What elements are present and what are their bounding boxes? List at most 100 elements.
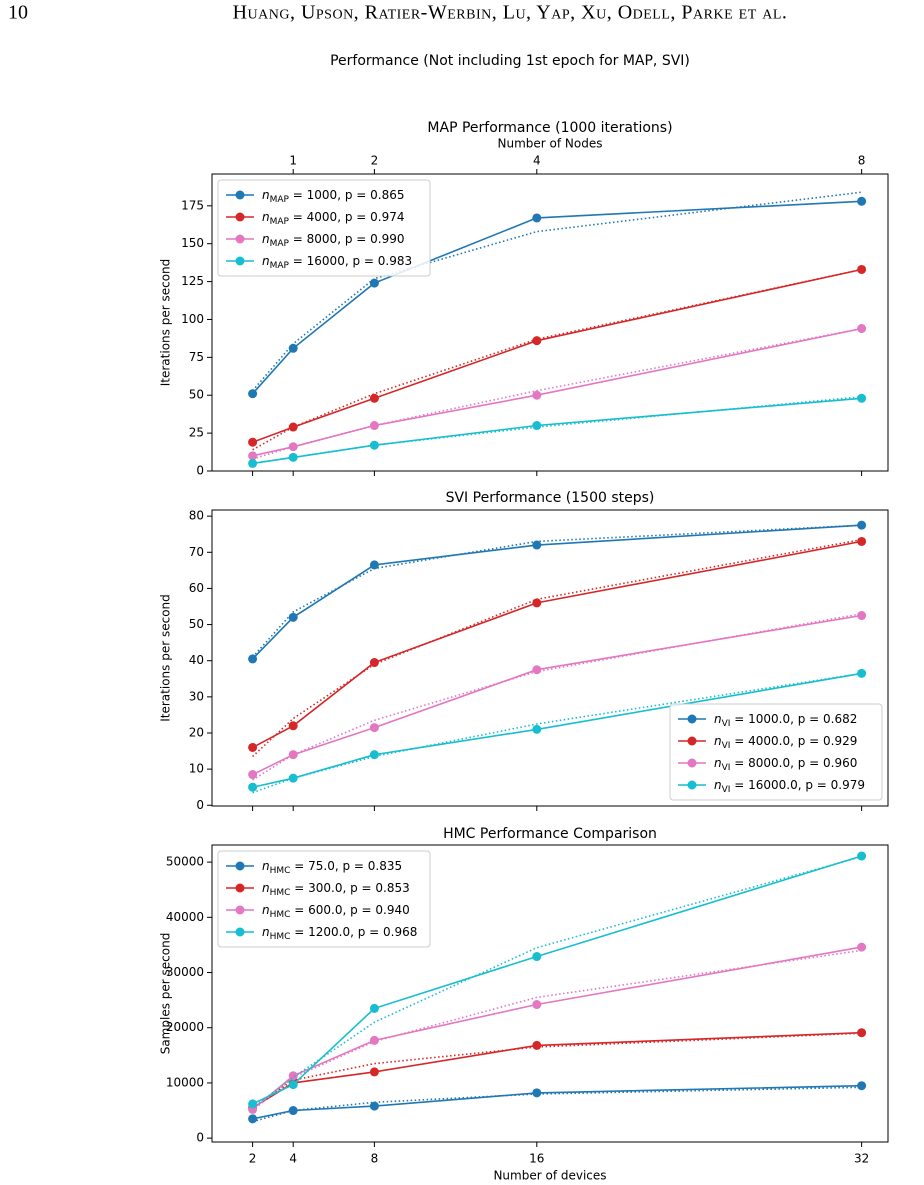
legend-text: = 600.0, p = 0.940 bbox=[290, 903, 409, 917]
chart-title: SVI Performance (1500 steps) bbox=[446, 490, 655, 506]
data-point bbox=[369, 1003, 379, 1013]
legend-label: nHMC = 75.0, p = 0.835 bbox=[262, 859, 402, 876]
legend-marker bbox=[687, 736, 697, 746]
data-point bbox=[248, 437, 258, 447]
legend-label: nHMC = 1200.0, p = 0.968 bbox=[262, 925, 417, 942]
legend-marker bbox=[687, 758, 697, 768]
legend-box bbox=[217, 850, 431, 948]
data-line bbox=[252, 397, 862, 465]
plot-frame bbox=[211, 509, 889, 807]
data-point bbox=[857, 942, 867, 952]
data-point bbox=[532, 724, 542, 734]
legend-text: = 8000, p = 0.990 bbox=[289, 232, 405, 246]
x2-tick-label: 2 bbox=[371, 154, 379, 168]
data-point bbox=[532, 1040, 542, 1050]
legend-marker bbox=[235, 190, 245, 200]
y-axis-label: Iterations per second bbox=[159, 594, 173, 722]
y-tick-label: 20 bbox=[189, 725, 204, 739]
y-tick-label: 30000 bbox=[166, 965, 204, 979]
legend-symbol: n bbox=[262, 925, 270, 939]
y-tick-label: 0 bbox=[196, 798, 204, 812]
fit-line bbox=[252, 949, 862, 1112]
y-tick-label: 20000 bbox=[166, 1020, 204, 1034]
legend-label: nHMC = 300.0, p = 0.853 bbox=[262, 881, 410, 898]
y-tick-label: 80 bbox=[189, 509, 204, 523]
legend-text: = 4000.0, p = 0.929 bbox=[730, 734, 857, 748]
figure-suptitle: Performance (Not including 1st epoch for… bbox=[330, 53, 690, 69]
legend-label: nVI = 1000.0, p = 0.682 bbox=[714, 712, 857, 729]
fit-line bbox=[252, 268, 862, 451]
data-point bbox=[369, 440, 379, 450]
fit-line bbox=[252, 672, 862, 794]
legend-subscript: HMC bbox=[270, 866, 291, 876]
legend-symbol: n bbox=[262, 881, 270, 895]
y-tick-label: 125 bbox=[181, 274, 204, 288]
data-point bbox=[369, 560, 379, 570]
legend-subscript: VI bbox=[722, 719, 731, 729]
legend-label: nMAP = 4000, p = 0.974 bbox=[262, 210, 404, 227]
y-tick-label: 40000 bbox=[166, 910, 204, 924]
data-point bbox=[288, 452, 298, 462]
running-authors: Huang, Upson, Ratier-Werbin, Lu, Yap, Xu… bbox=[233, 2, 788, 24]
legend-marker bbox=[235, 234, 245, 244]
legend-subscript: MAP bbox=[270, 195, 290, 205]
legend-symbol: n bbox=[262, 254, 270, 268]
legend-subscript: VI bbox=[722, 763, 731, 773]
data-point bbox=[532, 390, 542, 400]
y-tick-label: 30 bbox=[189, 689, 204, 703]
data-point bbox=[248, 1099, 258, 1109]
data-point bbox=[532, 213, 542, 223]
legend-symbol: n bbox=[714, 734, 722, 748]
data-point bbox=[857, 520, 867, 530]
data-point bbox=[532, 421, 542, 431]
legend-symbol: n bbox=[262, 188, 270, 202]
legend-symbol: n bbox=[262, 859, 270, 873]
data-point bbox=[857, 393, 867, 403]
data-point bbox=[857, 196, 867, 206]
legend-text: = 75.0, p = 0.835 bbox=[290, 859, 402, 873]
legend-symbol: n bbox=[262, 903, 270, 917]
data-point bbox=[369, 421, 379, 431]
x2-tick-label: 4 bbox=[533, 154, 541, 168]
legend-label: nVI = 8000.0, p = 0.960 bbox=[714, 756, 857, 773]
x2-tick-label: 8 bbox=[858, 154, 866, 168]
legend-subscript: HMC bbox=[270, 910, 291, 920]
x-tick-label: 2 bbox=[249, 1152, 257, 1166]
chart-title: MAP Performance (1000 iterations) bbox=[427, 120, 672, 136]
data-point bbox=[248, 458, 258, 468]
data-line bbox=[252, 946, 862, 1111]
legend-marker bbox=[687, 714, 697, 724]
data-point bbox=[369, 723, 379, 733]
y-tick-label: 10 bbox=[189, 762, 204, 776]
fit-line bbox=[252, 1032, 862, 1109]
data-point bbox=[248, 782, 258, 792]
data-point bbox=[857, 611, 867, 621]
data-point bbox=[532, 1000, 542, 1010]
data-point bbox=[857, 1081, 867, 1091]
legend-text: = 1000, p = 0.865 bbox=[289, 188, 405, 202]
plot-frame bbox=[211, 173, 889, 472]
data-point bbox=[288, 343, 298, 353]
legend-text: = 300.0, p = 0.853 bbox=[290, 881, 409, 895]
y-axis-label: Samples per second bbox=[159, 933, 173, 1055]
x-axis-label: Number of devices bbox=[493, 1169, 606, 1183]
data-point bbox=[857, 1028, 867, 1038]
y-tick-label: 60 bbox=[189, 581, 204, 595]
data-point bbox=[288, 1106, 298, 1116]
legend-symbol: n bbox=[714, 778, 722, 792]
y-tick-label: 40 bbox=[189, 653, 204, 667]
legend-symbol: n bbox=[714, 712, 722, 726]
data-line bbox=[252, 1084, 862, 1120]
legend-marker bbox=[235, 861, 245, 871]
data-point bbox=[532, 1088, 542, 1098]
data-point bbox=[288, 422, 298, 432]
fit-line bbox=[252, 327, 862, 460]
data-line bbox=[252, 327, 862, 457]
legend-text: = 1200.0, p = 0.968 bbox=[290, 925, 417, 939]
data-point bbox=[369, 1101, 379, 1111]
y-tick-label: 25 bbox=[189, 426, 204, 440]
